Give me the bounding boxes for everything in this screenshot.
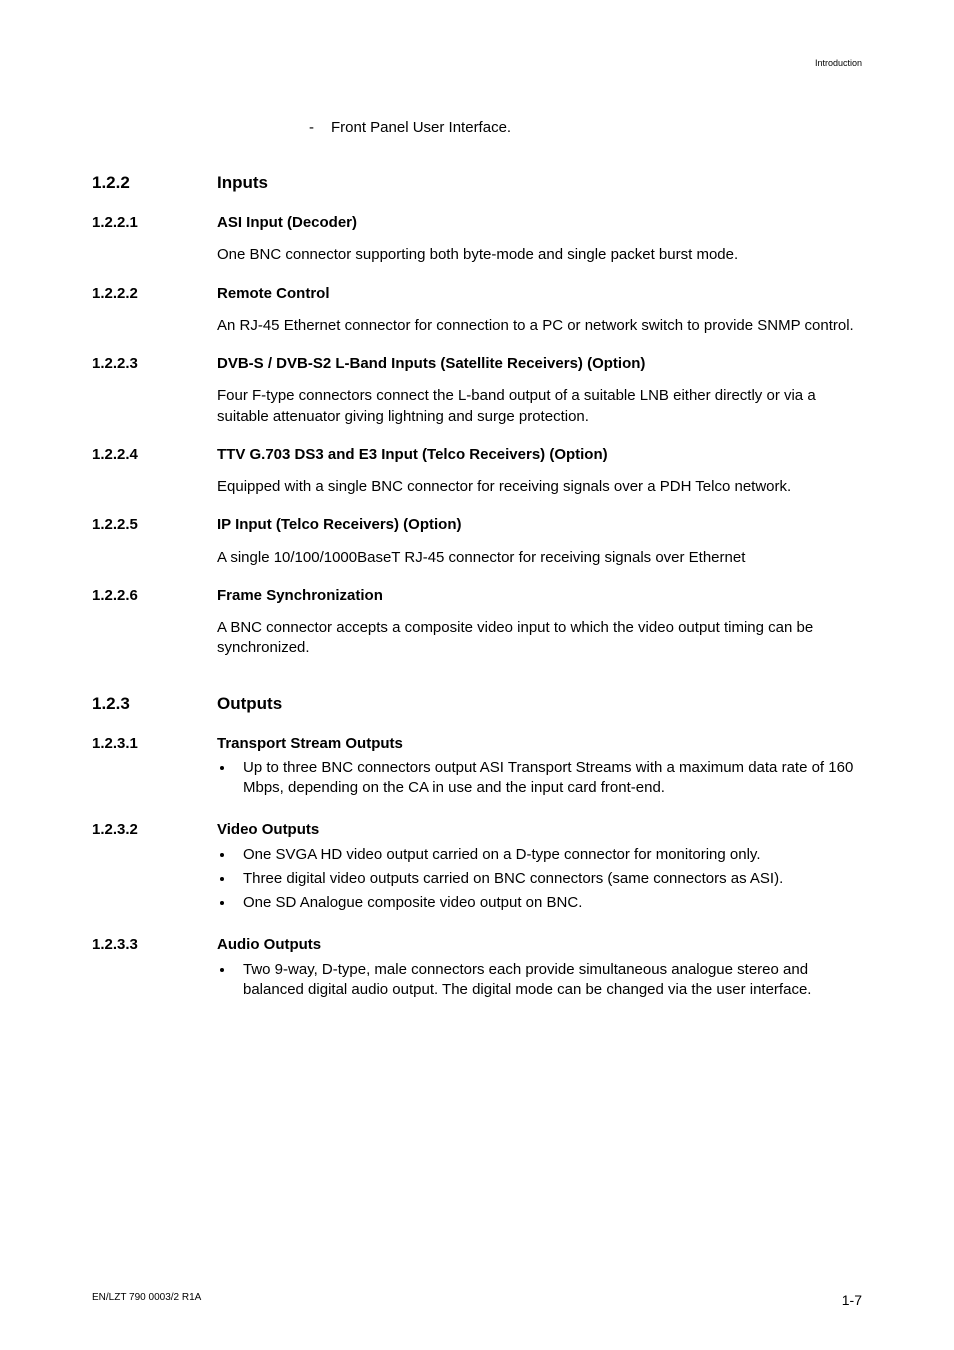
num-1-2-2: 1.2.2	[92, 172, 217, 195]
num-1-2-3-2: 1.2.3.2	[92, 820, 217, 840]
title-1-2-3-1: Transport Stream Outputs	[217, 734, 862, 754]
section-1-2-2: 1.2.2 Inputs	[92, 172, 862, 195]
bullet-item: One SVGA HD video output carried on a D-…	[235, 845, 862, 865]
title-1-2-2-2: Remote Control	[217, 284, 862, 304]
bullets-1-2-3-2: One SVGA HD video output carried on a D-…	[92, 845, 862, 918]
title-1-2-3-2: Video Outputs	[217, 820, 862, 840]
num-1-2-2-6: 1.2.2.6	[92, 586, 217, 606]
continuation-row: - Front Panel User Interface.	[92, 118, 862, 138]
bullet-item: One SD Analogue composite video output o…	[235, 893, 862, 913]
para-1-2-2-1: One BNC connector supporting both byte-m…	[92, 245, 862, 265]
section-1-2-2-5: 1.2.2.5 IP Input (Telco Receivers) (Opti…	[92, 515, 862, 535]
section-1-2-2-6: 1.2.2.6 Frame Synchronization	[92, 586, 862, 606]
text-1-2-2-1: One BNC connector supporting both byte-m…	[217, 245, 862, 265]
header-introduction: Introduction	[815, 58, 862, 68]
title-1-2-2-4: TTV G.703 DS3 and E3 Input (Telco Receiv…	[217, 445, 862, 465]
title-1-2-2: Inputs	[217, 172, 862, 195]
title-1-2-2-5: IP Input (Telco Receivers) (Option)	[217, 515, 862, 535]
title-1-2-3: Outputs	[217, 693, 862, 716]
text-1-2-2-6: A BNC connector accepts a composite vide…	[217, 618, 862, 659]
content-area: - Front Panel User Interface. 1.2.2 Inpu…	[92, 118, 862, 1004]
text-1-2-2-5: A single 10/100/1000BaseT RJ-45 connecto…	[217, 548, 862, 568]
dash-item: - Front Panel User Interface.	[309, 118, 862, 138]
title-1-2-2-3: DVB-S / DVB-S2 L-Band Inputs (Satellite …	[217, 354, 862, 374]
para-1-2-2-6: A BNC connector accepts a composite vide…	[92, 618, 862, 659]
num-1-2-2-5: 1.2.2.5	[92, 515, 217, 535]
footer-left: EN/LZT 790 0003/2 R1A	[92, 1292, 201, 1308]
dash-text: Front Panel User Interface.	[331, 118, 511, 138]
num-1-2-2-4: 1.2.2.4	[92, 445, 217, 465]
text-1-2-2-2: An RJ-45 Ethernet connector for connecti…	[217, 316, 862, 336]
section-1-2-2-4: 1.2.2.4 TTV G.703 DS3 and E3 Input (Telc…	[92, 445, 862, 465]
section-1-2-3-2: 1.2.3.2 Video Outputs	[92, 820, 862, 840]
bullet-item: Two 9-way, D-type, male connectors each …	[235, 960, 862, 1001]
text-1-2-2-4: Equipped with a single BNC connector for…	[217, 477, 862, 497]
section-1-2-3-1: 1.2.3.1 Transport Stream Outputs	[92, 734, 862, 754]
section-1-2-3: 1.2.3 Outputs	[92, 693, 862, 716]
num-1-2-3-1: 1.2.3.1	[92, 734, 217, 754]
page-footer: EN/LZT 790 0003/2 R1A 1-7	[92, 1292, 862, 1308]
bullet-item: Up to three BNC connectors output ASI Tr…	[235, 758, 862, 799]
title-1-2-3-3: Audio Outputs	[217, 935, 862, 955]
bullet-list: One SVGA HD video output carried on a D-…	[217, 845, 862, 914]
para-1-2-2-2: An RJ-45 Ethernet connector for connecti…	[92, 316, 862, 336]
para-1-2-2-5: A single 10/100/1000BaseT RJ-45 connecto…	[92, 548, 862, 568]
bullet-list: Two 9-way, D-type, male connectors each …	[217, 960, 862, 1001]
text-1-2-2-3: Four F-type connectors connect the L-ban…	[217, 386, 862, 427]
dash-marker: -	[309, 118, 331, 138]
bullet-list: Up to three BNC connectors output ASI Tr…	[217, 758, 862, 799]
section-1-2-2-1: 1.2.2.1 ASI Input (Decoder)	[92, 213, 862, 233]
section-1-2-2-2: 1.2.2.2 Remote Control	[92, 284, 862, 304]
num-1-2-2-3: 1.2.2.3	[92, 354, 217, 374]
title-1-2-2-6: Frame Synchronization	[217, 586, 862, 606]
bullets-1-2-3-1: Up to three BNC connectors output ASI Tr…	[92, 758, 862, 803]
section-1-2-2-3: 1.2.2.3 DVB-S / DVB-S2 L-Band Inputs (Sa…	[92, 354, 862, 374]
title-1-2-2-1: ASI Input (Decoder)	[217, 213, 862, 233]
num-1-2-2-2: 1.2.2.2	[92, 284, 217, 304]
continuation-body: - Front Panel User Interface.	[217, 118, 862, 138]
bullets-1-2-3-3: Two 9-way, D-type, male connectors each …	[92, 960, 862, 1005]
num-1-2-2-1: 1.2.2.1	[92, 213, 217, 233]
section-1-2-3-3: 1.2.3.3 Audio Outputs	[92, 935, 862, 955]
page: Introduction - Front Panel User Interfac…	[0, 0, 954, 1350]
para-1-2-2-3: Four F-type connectors connect the L-ban…	[92, 386, 862, 427]
num-1-2-3: 1.2.3	[92, 693, 217, 716]
bullet-item: Three digital video outputs carried on B…	[235, 869, 862, 889]
para-1-2-2-4: Equipped with a single BNC connector for…	[92, 477, 862, 497]
num-1-2-3-3: 1.2.3.3	[92, 935, 217, 955]
footer-page-number: 1-7	[842, 1292, 862, 1308]
